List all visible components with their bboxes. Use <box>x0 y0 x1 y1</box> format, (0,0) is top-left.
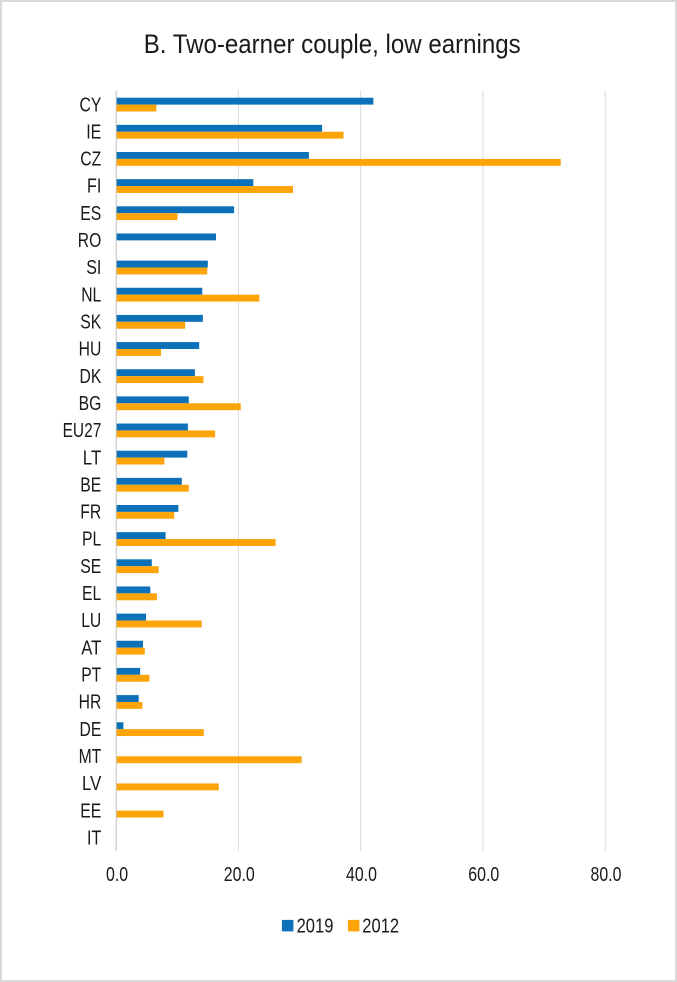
svg-text:CZ: CZ <box>80 149 101 171</box>
svg-text:80.0: 80.0 <box>591 864 622 886</box>
svg-text:AT: AT <box>81 637 101 659</box>
svg-text:SE: SE <box>80 556 101 578</box>
svg-text:LU: LU <box>81 610 101 632</box>
svg-text:MT: MT <box>79 746 102 768</box>
svg-text:IT: IT <box>87 827 101 849</box>
svg-text:IE: IE <box>86 121 101 143</box>
svg-text:BG: BG <box>79 393 102 415</box>
svg-text:BE: BE <box>80 474 101 496</box>
svg-text:HR: HR <box>79 692 102 714</box>
svg-text:PL: PL <box>82 529 101 551</box>
svg-text:EU27: EU27 <box>63 420 102 442</box>
svg-text:NL: NL <box>81 284 101 306</box>
svg-text:ES: ES <box>80 203 101 225</box>
svg-text:EE: EE <box>80 800 101 822</box>
svg-text:HU: HU <box>79 339 102 361</box>
svg-text:2019: 2019 <box>297 915 334 937</box>
svg-text:FR: FR <box>80 502 101 524</box>
svg-text:SI: SI <box>86 257 101 279</box>
svg-text:FI: FI <box>87 176 101 198</box>
svg-text:EL: EL <box>82 583 101 605</box>
svg-text:PT: PT <box>81 665 101 687</box>
svg-text:DK: DK <box>80 366 102 388</box>
svg-text:LT: LT <box>83 447 102 469</box>
svg-text:0.0: 0.0 <box>106 864 128 886</box>
svg-text:DE: DE <box>80 719 102 741</box>
svg-text:2012: 2012 <box>362 915 399 937</box>
svg-text:SK: SK <box>80 312 102 334</box>
svg-text:20.0: 20.0 <box>224 864 255 886</box>
svg-text:40.0: 40.0 <box>346 864 377 886</box>
svg-text:60.0: 60.0 <box>468 864 499 886</box>
svg-text:RO: RO <box>78 230 102 252</box>
svg-text:B. Two-earner couple, low earn: B. Two-earner couple, low earnings <box>144 28 521 59</box>
svg-text:CY: CY <box>80 94 102 116</box>
svg-text:LV: LV <box>82 773 102 795</box>
